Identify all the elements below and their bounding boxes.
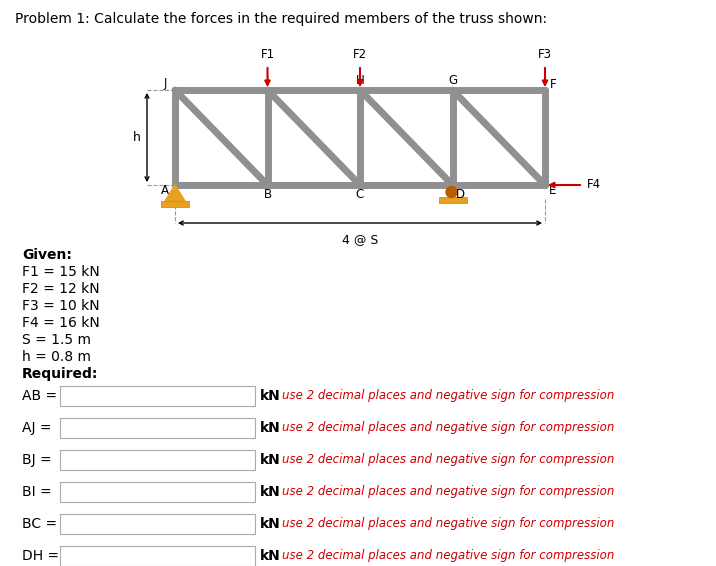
Text: E: E: [549, 185, 556, 198]
Text: kN: kN: [260, 517, 281, 531]
Text: I: I: [266, 74, 269, 87]
Text: B: B: [263, 188, 271, 201]
Text: kN: kN: [260, 389, 281, 403]
Text: use 2 decimal places and negative sign for compression: use 2 decimal places and negative sign f…: [282, 550, 614, 563]
Text: use 2 decimal places and negative sign for compression: use 2 decimal places and negative sign f…: [282, 486, 614, 499]
Text: kN: kN: [260, 421, 281, 435]
Text: kN: kN: [260, 549, 281, 563]
Text: F4: F4: [587, 178, 601, 191]
Text: use 2 decimal places and negative sign for compression: use 2 decimal places and negative sign f…: [282, 422, 614, 435]
Text: D: D: [456, 188, 465, 201]
Text: BC =: BC =: [22, 517, 57, 531]
Text: C: C: [356, 188, 364, 201]
Polygon shape: [165, 185, 185, 201]
Text: F2: F2: [353, 48, 367, 61]
Text: kN: kN: [260, 485, 281, 499]
Text: F: F: [550, 78, 556, 91]
Text: F3: F3: [538, 48, 552, 61]
Text: kN: kN: [260, 453, 281, 467]
Text: S = 1.5 m: S = 1.5 m: [22, 333, 91, 347]
Bar: [161, 201, 189, 207]
Text: J: J: [163, 78, 167, 91]
Text: AJ =: AJ =: [22, 421, 52, 435]
Text: Problem 1: Calculate the forces in the required members of the truss shown:: Problem 1: Calculate the forces in the r…: [15, 12, 547, 26]
Text: G: G: [448, 74, 457, 87]
Text: h = 0.8 m: h = 0.8 m: [22, 350, 91, 364]
Text: h: h: [133, 131, 141, 144]
Bar: [60, 386, 255, 406]
Bar: [60, 450, 255, 470]
Text: F3 = 10 kN: F3 = 10 kN: [22, 299, 100, 313]
Bar: [60, 546, 255, 566]
Bar: [438, 197, 467, 203]
Text: F4 = 16 kN: F4 = 16 kN: [22, 316, 100, 330]
Text: use 2 decimal places and negative sign for compression: use 2 decimal places and negative sign f…: [282, 453, 614, 466]
Text: use 2 decimal places and negative sign for compression: use 2 decimal places and negative sign f…: [282, 389, 614, 402]
Text: DH =: DH =: [22, 549, 59, 563]
Text: BJ =: BJ =: [22, 453, 52, 467]
Text: Given:: Given:: [22, 248, 72, 262]
Bar: [60, 418, 255, 438]
Text: 4 @ S: 4 @ S: [342, 233, 378, 246]
Bar: [60, 482, 255, 502]
Text: A: A: [161, 185, 169, 198]
Text: F2 = 12 kN: F2 = 12 kN: [22, 282, 100, 296]
Text: BI =: BI =: [22, 485, 52, 499]
Circle shape: [446, 187, 457, 198]
Text: F1: F1: [261, 48, 274, 61]
Text: F1 = 15 kN: F1 = 15 kN: [22, 265, 100, 279]
Text: use 2 decimal places and negative sign for compression: use 2 decimal places and negative sign f…: [282, 517, 614, 530]
Text: Required:: Required:: [22, 367, 98, 381]
Text: H: H: [356, 74, 364, 87]
Bar: [60, 514, 255, 534]
Text: AB =: AB =: [22, 389, 57, 403]
